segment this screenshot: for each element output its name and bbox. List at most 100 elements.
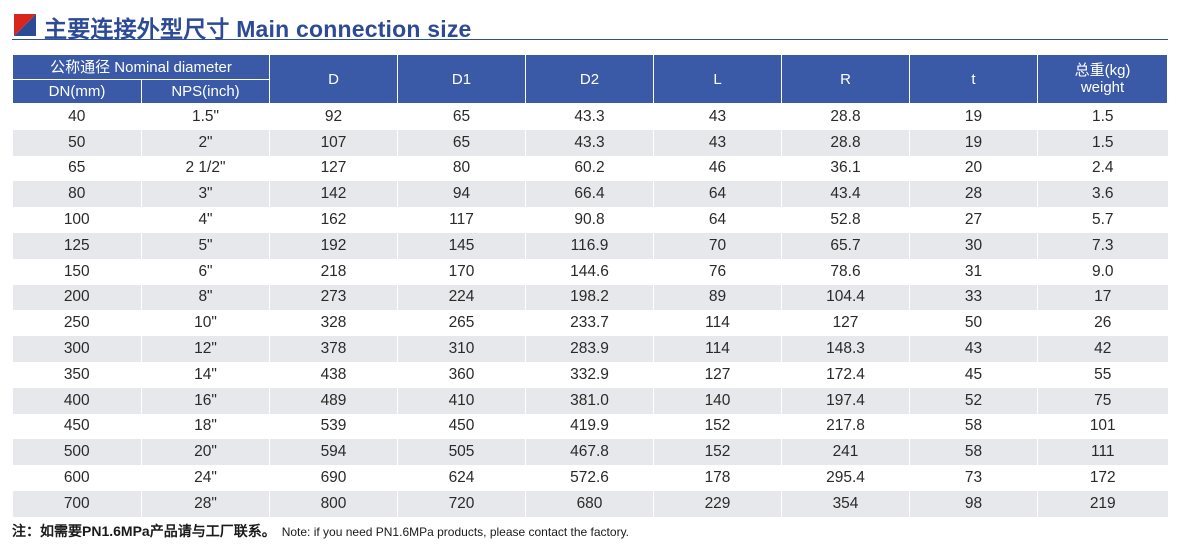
table-cell: 328 <box>269 310 398 337</box>
table-cell: 18" <box>141 413 270 440</box>
header-d2: D2 <box>525 54 654 104</box>
table-cell: 5.7 <box>1037 207 1168 233</box>
table-cell: 90.8 <box>525 207 654 233</box>
header-l: L <box>653 54 782 104</box>
table-cell: 172 <box>1037 465 1168 491</box>
table-cell: 450 <box>12 413 142 440</box>
table-cell: 14" <box>141 361 270 388</box>
table-cell: 224 <box>397 284 526 311</box>
table-cell: 107 <box>269 129 398 156</box>
table-cell: 78.6 <box>781 258 910 285</box>
table-cell: 94 <box>397 181 526 208</box>
table-cell: 114 <box>653 336 782 362</box>
table-cell: 17 <box>1037 284 1168 311</box>
table-cell: 4" <box>141 207 270 233</box>
table-cell: 600 <box>12 465 142 491</box>
table-cell: 217.8 <box>781 413 910 440</box>
table-cell: 89 <box>653 284 782 311</box>
table-cell: 58 <box>909 413 1038 440</box>
table-cell: 43.3 <box>525 129 654 156</box>
table-cell: 295.4 <box>781 465 910 491</box>
table-cell: 152 <box>653 439 782 466</box>
table-cell: 73 <box>909 465 1038 491</box>
table-row: 80 3" 142 94 66.4 64 43.4 28 3.6 <box>12 181 1168 208</box>
table-cell: 354 <box>781 490 910 517</box>
table-cell: 31 <box>909 258 1038 285</box>
table-row: 150 6" 218 170 144.6 76 78.6 31 9.0 <box>12 258 1168 285</box>
title-triangle-icon <box>14 14 36 36</box>
header-dn: DN(mm) <box>12 79 142 104</box>
table-cell: 52.8 <box>781 207 910 233</box>
table-cell: 2" <box>141 129 270 156</box>
table-cell: 1.5 <box>1037 103 1168 130</box>
header-weight-cn: 总重(kg) <box>1074 62 1131 79</box>
table-cell: 65 <box>397 129 526 156</box>
table-cell: 198.2 <box>525 284 654 311</box>
table-cell: 152 <box>653 413 782 440</box>
table-cell: 60.2 <box>525 155 654 182</box>
table-cell: 127 <box>269 155 398 182</box>
header-weight-en: weight <box>1080 79 1125 96</box>
table-cell: 30 <box>909 232 1038 259</box>
table-row: 250 10" 328 265 233.7 114 127 50 26 <box>12 310 1168 337</box>
table-cell: 70 <box>653 232 782 259</box>
table-cell: 410 <box>397 387 526 414</box>
connection-size-table: 公称通径 Nominal diameter D D1 D2 L R t 总重(k… <box>12 54 1168 517</box>
table-cell: 142 <box>269 181 398 208</box>
table-row: 300 12" 378 310 283.9 114 148.3 43 42 <box>12 336 1168 362</box>
table-row: 450 18" 539 450 419.9 152 217.8 58 101 <box>12 413 1168 440</box>
table-cell: 450 <box>397 413 526 440</box>
table-cell: 40 <box>12 103 142 130</box>
header-weight: 总重(kg) weight <box>1037 54 1168 104</box>
table-cell: 500 <box>12 439 142 466</box>
table-cell: 111 <box>1037 439 1168 466</box>
table-cell: 9.0 <box>1037 258 1168 285</box>
table-cell: 50 <box>12 129 142 156</box>
table-cell: 19 <box>909 129 1038 156</box>
table-cell: 539 <box>269 413 398 440</box>
table-cell: 438 <box>269 361 398 388</box>
table-cell: 140 <box>653 387 782 414</box>
footnote-cn: 注：如需要PN1.6MPa产品请与工厂联系。 <box>12 523 276 539</box>
table-row: 400 16" 489 410 381.0 140 197.4 52 75 <box>12 387 1168 414</box>
table-cell: 419.9 <box>525 413 654 440</box>
table-cell: 273 <box>269 284 398 311</box>
table-cell: 20 <box>909 155 1038 182</box>
table-body: 40 1.5" 92 65 43.3 43 28.8 19 1.5 50 2" 107 65 43.3 43… <box>12 103 1168 517</box>
table-cell: 350 <box>12 361 142 388</box>
table-row: 100 4" 162 117 90.8 64 52.8 27 5.7 <box>12 207 1168 233</box>
table-cell: 8" <box>141 284 270 311</box>
table-cell: 229 <box>653 490 782 517</box>
table-cell: 178 <box>653 465 782 491</box>
table-cell: 800 <box>269 490 398 517</box>
table-cell: 43 <box>653 103 782 130</box>
table-cell: 125 <box>12 232 142 259</box>
table-cell: 2.4 <box>1037 155 1168 182</box>
table-cell: 720 <box>397 490 526 517</box>
table-cell: 172.4 <box>781 361 910 388</box>
table-cell: 19 <box>909 103 1038 130</box>
table-cell: 5" <box>141 232 270 259</box>
table-cell: 43 <box>653 129 782 156</box>
table-cell: 10" <box>141 310 270 337</box>
table-cell: 505 <box>397 439 526 466</box>
table-cell: 28" <box>141 490 270 517</box>
table-cell: 572.6 <box>525 465 654 491</box>
table-cell: 65 <box>397 103 526 130</box>
table-cell: 127 <box>653 361 782 388</box>
table-row: 350 14" 438 360 332.9 127 172.4 45 55 <box>12 361 1168 388</box>
table-cell: 117 <box>397 207 526 233</box>
table-cell: 3" <box>141 181 270 208</box>
table-cell: 148.3 <box>781 336 910 362</box>
table-cell: 24" <box>141 465 270 491</box>
table-cell: 43.4 <box>781 181 910 208</box>
table-cell: 65 <box>12 155 142 182</box>
table-cell: 16" <box>141 387 270 414</box>
table-cell: 241 <box>781 439 910 466</box>
table-cell: 64 <box>653 181 782 208</box>
table-cell: 467.8 <box>525 439 654 466</box>
table-cell: 690 <box>269 465 398 491</box>
table-cell: 381.0 <box>525 387 654 414</box>
table-row: 500 20" 594 505 467.8 152 241 58 111 <box>12 439 1168 466</box>
table-row: 125 5" 192 145 116.9 70 65.7 30 7.3 <box>12 232 1168 259</box>
